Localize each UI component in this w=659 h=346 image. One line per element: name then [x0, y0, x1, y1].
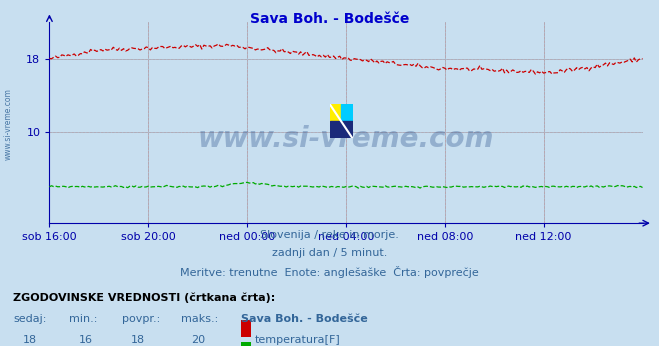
Text: www.si-vreme.com: www.si-vreme.com	[198, 125, 494, 153]
Text: www.si-vreme.com: www.si-vreme.com	[3, 89, 13, 161]
Text: povpr.:: povpr.:	[122, 314, 160, 324]
Text: maks.:: maks.:	[181, 314, 219, 324]
Bar	[330, 121, 353, 138]
Text: Slovenija / reke in morje.: Slovenija / reke in morje.	[260, 230, 399, 240]
Text: 16: 16	[78, 335, 93, 345]
Text: Sava Boh. - Bodešče: Sava Boh. - Bodešče	[241, 314, 367, 324]
Text: Meritve: trenutne  Enote: anglešaške  Črta: povprečje: Meritve: trenutne Enote: anglešaške Črta…	[180, 266, 479, 278]
Text: sedaj:: sedaj:	[13, 314, 47, 324]
Text: Sava Boh. - Bodešče: Sava Boh. - Bodešče	[250, 12, 409, 26]
Text: min.:: min.:	[69, 314, 98, 324]
Text: zadnji dan / 5 minut.: zadnji dan / 5 minut.	[272, 248, 387, 258]
Bar	[330, 104, 341, 121]
Text: 18: 18	[131, 335, 146, 345]
Text: ZGODOVINSKE VREDNOSTI (črtkana črta):: ZGODOVINSKE VREDNOSTI (črtkana črta):	[13, 292, 275, 303]
Text: 20: 20	[190, 335, 205, 345]
Text: 18: 18	[22, 335, 37, 345]
Text: temperatura[F]: temperatura[F]	[255, 335, 341, 345]
Bar	[341, 104, 353, 121]
